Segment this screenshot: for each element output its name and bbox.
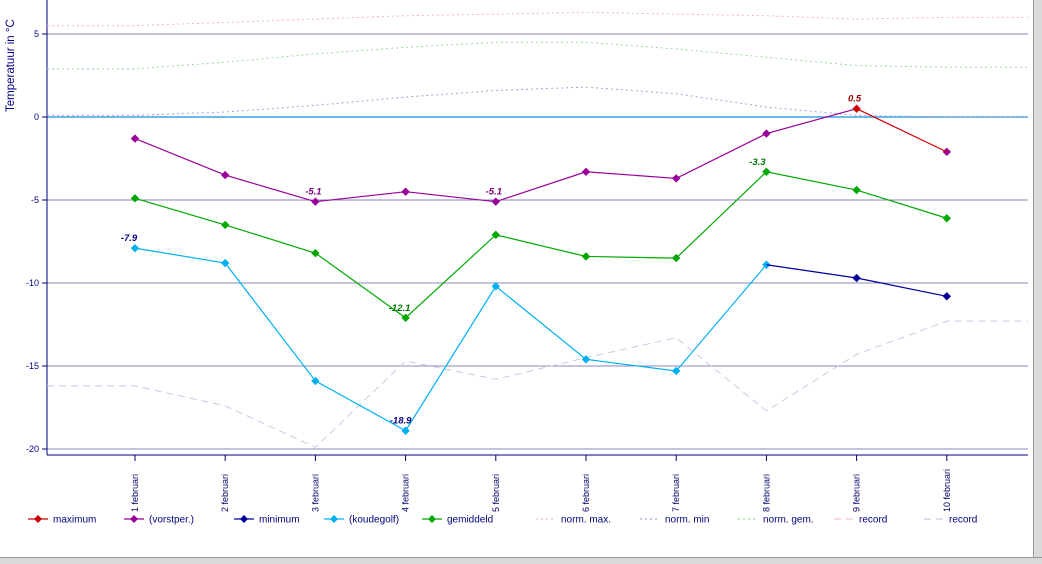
legend-marker-2	[240, 515, 248, 523]
chart-plot-area: 5 0 -5 -10 -15 -20 1 februari 2 februari 3 febru…	[26, 0, 1028, 512]
series-koudegolf-point	[581, 355, 591, 364]
x-tick-label: 6 februari	[581, 474, 591, 512]
point-label: -5.1	[305, 187, 321, 198]
x-tick-label: 4 februari	[401, 474, 411, 512]
series-gemiddeld-point	[130, 194, 140, 203]
point-label: -3.3	[749, 157, 766, 168]
series-record-low-line	[47, 320, 1028, 448]
series-norm-max-line	[47, 11, 1028, 27]
series-vorstper-point	[311, 197, 320, 206]
point-label: -12.1	[389, 303, 411, 314]
series-minimum-point	[942, 292, 951, 301]
legend-label: record	[859, 515, 887, 526]
series-vorstper-point	[401, 187, 410, 196]
legend-marker-4	[428, 515, 436, 523]
legend-label: gemiddeld	[447, 515, 493, 526]
legend-label: record	[949, 515, 977, 526]
x-tick-label: 9 februari	[852, 474, 862, 512]
y-tick-label: -20	[26, 444, 39, 454]
x-tick-label: 7 februari	[671, 474, 681, 512]
series-vorstper-point	[672, 174, 681, 183]
point-label: -18.9	[390, 416, 412, 427]
series-gemiddeld-point	[401, 313, 410, 323]
series-gemiddeld-point	[762, 167, 771, 176]
series-koudegolf-point	[311, 376, 320, 386]
y-tick-label: 0	[34, 112, 39, 122]
x-tick-label: 10 februari	[942, 469, 952, 512]
series-vorstper-point	[491, 197, 500, 206]
series-gemiddeld-line	[134, 171, 947, 319]
series-gemiddeld-point	[311, 248, 320, 258]
y-tick-label: -15	[26, 361, 39, 371]
series-vorstper-point	[762, 129, 771, 138]
legend-label: norm. gem.	[763, 515, 814, 526]
point-label: -5.1	[486, 187, 502, 198]
x-tick-label: 2 februari	[220, 474, 230, 512]
legend-marker-3	[330, 515, 338, 523]
y-axis-title: Temperatuur in °C	[5, 19, 17, 112]
series-gemiddeld-point	[942, 214, 951, 223]
series-koudegolf-point	[401, 426, 410, 435]
series-gemiddeld-point	[852, 185, 861, 195]
series-koudegolf-line	[134, 247, 767, 432]
x-tick-label: 1 februari	[130, 474, 140, 512]
legend-label: (vorstper.)	[149, 515, 194, 526]
series-koudegolf-point	[491, 282, 500, 291]
series-koudegolf-point	[130, 243, 140, 253]
legend-label: maximum	[53, 515, 96, 526]
window-edge-bottom	[0, 557, 1042, 564]
legend-marker-0	[34, 515, 42, 523]
y-tick-label: -5	[31, 195, 39, 205]
series-koudegolf-point	[221, 258, 230, 268]
series-vorstper-point	[581, 167, 591, 176]
series-norm-gem-line	[47, 41, 1028, 70]
series-vorstper-point	[221, 170, 230, 180]
legend-label: minimum	[259, 515, 300, 526]
x-tick-label: 8 februari	[761, 474, 771, 512]
legend-label: norm. min	[665, 515, 709, 526]
series-norm-min-line	[47, 86, 1028, 118]
chart-legend: maximum (vorstper.) minimum (koudegolf) gemi…	[28, 515, 977, 526]
series-gemiddeld-point	[491, 230, 500, 240]
series-gemiddeld-point	[672, 253, 681, 263]
series-maximum-line	[856, 108, 948, 153]
x-tick-label: 5 februari	[491, 474, 501, 512]
legend-marker-1	[130, 515, 138, 523]
legend-label: norm. max.	[561, 515, 611, 526]
window-edge-right	[1033, 0, 1042, 564]
y-tick-label: 5	[34, 29, 39, 39]
legend-label: (koudegolf)	[349, 515, 399, 526]
series-minimum-point	[852, 273, 861, 283]
series-vorstper-point	[130, 134, 140, 143]
point-label: -7.9	[121, 233, 138, 244]
series-maximum-point	[852, 104, 861, 113]
series-gemiddeld-point	[581, 252, 591, 261]
series-koudegolf-point	[672, 366, 681, 376]
series-gemiddeld-point	[221, 220, 230, 230]
y-tick-label: -10	[26, 278, 39, 288]
x-tick-label: 3 februari	[310, 474, 320, 512]
point-label: 0.5	[848, 94, 862, 105]
